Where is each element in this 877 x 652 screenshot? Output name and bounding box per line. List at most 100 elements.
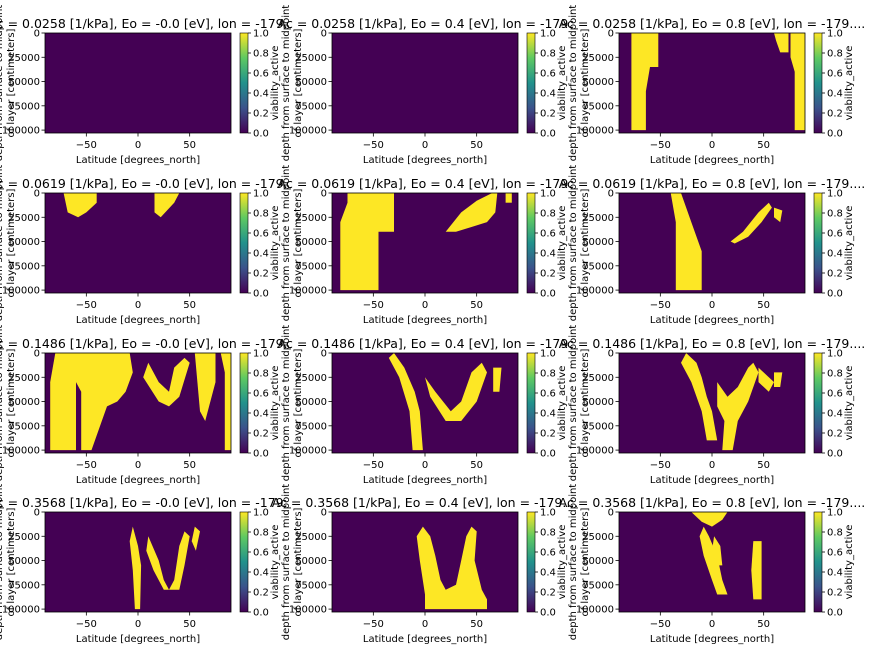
- y-tick-label: 100000: [289, 286, 327, 297]
- subplot-title: Ac = 0.0258 [1/kPa], Eo = -0.0 [eV], lon…: [0, 16, 288, 31]
- colorbar-tick-label: 0.4: [827, 568, 843, 579]
- viable-region: [143, 357, 190, 407]
- y-tick-label: 0: [608, 29, 614, 40]
- y-tick-label: 0: [608, 508, 614, 519]
- colorbar: [526, 352, 536, 454]
- y-tick-label: 50000: [295, 556, 327, 567]
- colorbar-label: viability_active: [557, 525, 568, 600]
- colorbar-tick-label: 1.0: [540, 508, 556, 519]
- x-tick-label: 0: [135, 460, 141, 471]
- subplot-8: Ac = 0.1486 [1/kPa], Eo = 0.4 [eV], lon …: [278, 325, 573, 486]
- subplot-9: Ac = 0.1486 [1/kPa], Eo = 0.8 [eV], lon …: [559, 325, 866, 486]
- y-tick-label: 25000: [8, 373, 40, 384]
- colorbar-tick-label: 0.6: [253, 69, 269, 80]
- y-tick-label: 25000: [8, 532, 40, 543]
- colorbar-tick-label: 0.0: [827, 289, 843, 300]
- y-axis-label-line1: depth from surface to midpoint: [281, 165, 292, 322]
- y-tick-label: 50000: [582, 397, 614, 408]
- y-axis-label-line2: of layer [centimeters]: [580, 188, 591, 297]
- y-tick-label: 25000: [8, 213, 40, 224]
- colorbar-tick-label: 0.0: [253, 608, 269, 619]
- x-tick-label: −50: [650, 460, 671, 471]
- colorbar-label: viability_active: [844, 46, 855, 121]
- y-tick-label: 75000: [8, 580, 40, 591]
- y-tick-label: 100000: [289, 446, 327, 457]
- y-axis-label: depth from surface to midpointof layer […: [568, 484, 591, 641]
- colorbar-tick-label: 0.0: [253, 129, 269, 140]
- x-tick-label: 0: [709, 460, 715, 471]
- viable-region: [445, 193, 498, 232]
- colorbar-tick-label: 0.0: [540, 129, 556, 140]
- colorbar-tick-label: 0.6: [253, 389, 269, 400]
- x-tick-label: −50: [363, 300, 384, 311]
- x-axis-label: Latitude [degrees_north]: [650, 155, 774, 166]
- x-axis-label: Latitude [degrees_north]: [76, 315, 200, 326]
- y-axis-label: depth from surface to midpointof layer […: [0, 5, 17, 162]
- x-tick-label: 0: [709, 300, 715, 311]
- y-axis-label: depth from surface to midpointof layer […: [0, 165, 17, 322]
- colorbar: [239, 32, 249, 134]
- heatmap-background: [619, 193, 805, 293]
- subplot-3: Ac = 0.0258 [1/kPa], Eo = 0.8 [eV], lon …: [559, 5, 866, 166]
- y-tick-label: 100000: [289, 126, 327, 137]
- viable-region: [416, 526, 487, 610]
- colorbar-label: viability_active: [557, 46, 568, 121]
- colorbar: [239, 352, 249, 454]
- colorbar-tick-label: 0.0: [540, 289, 556, 300]
- subplot-title: Ac = 0.1486 [1/kPa], Eo = 0.4 [eV], lon …: [278, 336, 573, 351]
- y-tick-label: 25000: [295, 213, 327, 224]
- colorbar-tick-label: 0.8: [540, 49, 556, 60]
- viable-region: [340, 193, 394, 291]
- colorbar-tick-label: 0.4: [540, 89, 556, 100]
- y-axis-label: depth from surface to midpointof layer […: [568, 5, 591, 162]
- viable-region: [751, 541, 762, 600]
- y-tick-label: 50000: [8, 397, 40, 408]
- colorbar-tick-label: 0.8: [827, 369, 843, 380]
- subplot-title: Ac = 0.0619 [1/kPa], Eo = -0.0 [eV], lon…: [0, 176, 288, 191]
- colorbar-tick-label: 0.4: [253, 409, 269, 420]
- x-axis-label: Latitude [degrees_north]: [650, 634, 774, 645]
- y-tick-label: 25000: [8, 53, 40, 64]
- x-tick-label: 0: [422, 460, 428, 471]
- y-tick-label: 0: [34, 189, 40, 200]
- subplot-title: Ac = 0.0258 [1/kPa], Eo = 0.4 [eV], lon …: [278, 16, 573, 31]
- x-tick-label: 50: [757, 460, 770, 471]
- colorbar-tick-label: 0.4: [540, 249, 556, 260]
- colorbar-tick-label: 0.8: [827, 49, 843, 60]
- x-tick-label: 0: [135, 619, 141, 630]
- x-tick-label: 50: [757, 300, 770, 311]
- y-axis-label-line1: depth from surface to midpoint: [568, 325, 579, 482]
- colorbar-tick-label: 0.0: [827, 608, 843, 619]
- colorbar-tick-label: 0.2: [253, 269, 269, 280]
- y-tick-label: 50000: [8, 237, 40, 248]
- y-axis-label-line2: of layer [centimeters]: [580, 348, 591, 457]
- x-tick-label: −50: [363, 619, 384, 630]
- colorbar-tick-label: 0.2: [827, 269, 843, 280]
- y-tick-label: 75000: [295, 261, 327, 272]
- colorbar-tick-label: 0.6: [827, 69, 843, 80]
- viable-region: [220, 353, 231, 451]
- x-tick-label: −50: [76, 619, 97, 630]
- colorbar-tick-label: 0.2: [253, 109, 269, 120]
- colorbar-tick-label: 0.4: [827, 409, 843, 420]
- viable-region: [154, 193, 180, 218]
- y-tick-label: 100000: [289, 605, 327, 616]
- viable-region: [774, 372, 783, 387]
- y-axis-label: depth from surface to midpointof layer […: [0, 484, 17, 641]
- x-axis-label: Latitude [degrees_north]: [650, 475, 774, 486]
- y-tick-label: 100000: [576, 286, 614, 297]
- subplot-12: Ac = 0.3568 [1/kPa], Eo = 0.8 [eV], lon …: [559, 484, 866, 645]
- x-tick-label: −50: [76, 300, 97, 311]
- colorbar-tick-label: 0.2: [540, 429, 556, 440]
- y-axis-label: depth from surface to midpointof layer […: [568, 165, 591, 322]
- colorbar-tick-label: 0.0: [540, 449, 556, 460]
- x-tick-label: 0: [709, 619, 715, 630]
- colorbar-tick-label: 0.2: [253, 429, 269, 440]
- colorbar-label: viability_active: [270, 525, 281, 600]
- colorbar-tick-label: 0.6: [540, 548, 556, 559]
- x-axis-label: Latitude [degrees_north]: [363, 475, 487, 486]
- viable-region: [774, 33, 789, 53]
- colorbar-tick-label: 0.8: [540, 369, 556, 380]
- x-tick-label: 50: [183, 460, 196, 471]
- colorbar: [526, 511, 536, 613]
